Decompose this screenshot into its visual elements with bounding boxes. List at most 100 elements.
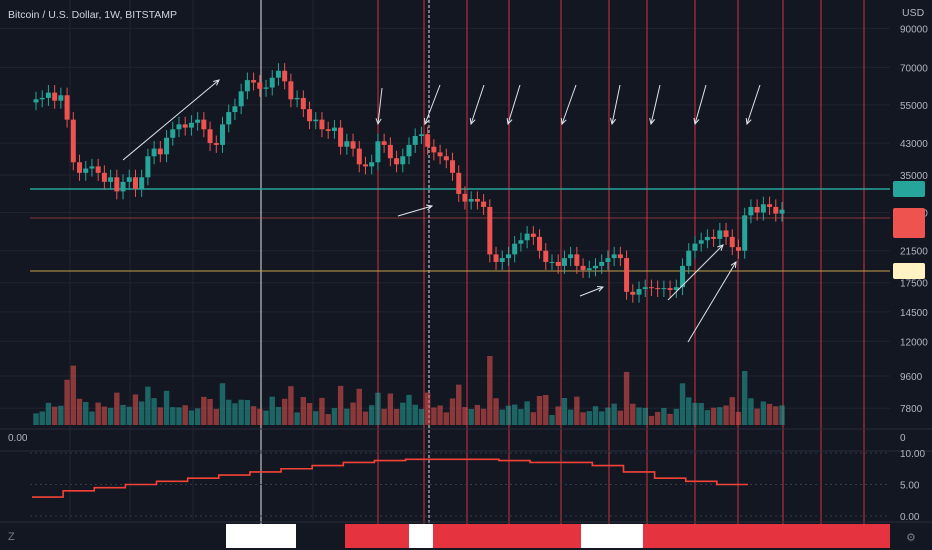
volume-bar [176, 407, 182, 425]
volume-bar [661, 407, 667, 425]
candle-body [257, 82, 263, 89]
volume-bar [456, 384, 462, 425]
price-tag-target [893, 181, 925, 197]
arrow-rate-rise [377, 87, 383, 125]
volume-bar [642, 407, 648, 425]
volume-bar [344, 408, 350, 425]
zoom-icon[interactable]: Z [8, 531, 15, 543]
volume-bar [51, 406, 58, 425]
volume-bar [319, 397, 325, 425]
candle-body [238, 91, 244, 107]
volume-bar [729, 397, 735, 425]
candle-body [711, 236, 717, 239]
volume-bar [163, 390, 170, 425]
volume-bar [387, 393, 394, 425]
candle-body [462, 193, 468, 202]
candle-body [220, 124, 225, 145]
candle-body [760, 204, 766, 213]
candles [33, 63, 785, 303]
price-tick: 43000 [900, 139, 928, 150]
time-marker-nov07 [581, 524, 643, 548]
candle-body [101, 172, 107, 182]
arrow-hike [694, 84, 707, 125]
volume-bar [120, 404, 126, 425]
candle-body [201, 119, 207, 130]
candle-body [52, 92, 58, 101]
volume-bar [369, 405, 375, 425]
volume-bar [138, 401, 145, 425]
arrow-hike-head [693, 118, 700, 126]
volume-bar [64, 379, 70, 425]
arrow-hike [611, 84, 621, 125]
volume-bar [474, 404, 481, 425]
candle-body [524, 233, 530, 241]
volume-bar [574, 396, 580, 425]
volume-bar [462, 407, 468, 425]
volume-bar [679, 383, 686, 425]
candle-body [182, 124, 188, 128]
volume-bar [424, 392, 431, 425]
settings-icon[interactable]: ⚙ [906, 532, 916, 544]
candle-body [773, 206, 779, 214]
volume-bar [337, 385, 344, 425]
volume-bar [543, 394, 549, 425]
volume-bar [300, 397, 307, 425]
candle-body [493, 254, 499, 262]
time-marker-jul25 [496, 524, 550, 548]
arrow-hike [650, 84, 661, 125]
price-tag-support [893, 263, 925, 279]
candle-body [132, 177, 138, 189]
volume-bar [95, 402, 101, 425]
price-tag-last-box [893, 208, 925, 238]
candle-body [555, 261, 561, 266]
volume-bar [518, 409, 524, 425]
volume-bar [281, 398, 288, 425]
volume-bar [493, 398, 499, 425]
volume-bar [748, 398, 754, 425]
price-tick: 7800 [900, 404, 923, 415]
candle-body [269, 77, 275, 88]
price-tick: 12000 [900, 337, 928, 348]
arrow-hike [561, 84, 577, 125]
candle-body [288, 81, 294, 100]
candle-body [300, 97, 306, 110]
time-marker-nov15 [226, 524, 296, 548]
candle-body [350, 141, 356, 149]
candle-body [686, 250, 692, 266]
volume-bar [350, 402, 356, 425]
candle-body [754, 206, 760, 213]
candle-body [698, 240, 704, 244]
candle-body [406, 144, 412, 157]
candle-body [381, 141, 387, 145]
candle-body [387, 144, 393, 159]
arrow-hike [424, 84, 441, 125]
candle-body [561, 258, 567, 266]
candle-body [680, 265, 686, 288]
volume-bar [636, 407, 642, 425]
arrow-ftx-head [596, 286, 605, 292]
candle-body [263, 87, 269, 89]
arrow-hike-head [745, 117, 752, 126]
volume-bar [617, 410, 624, 425]
candle-body [574, 254, 580, 266]
candle-body [139, 177, 145, 189]
candle-body [294, 97, 300, 100]
candle-body [394, 158, 400, 165]
arrow-luna [397, 205, 433, 217]
volume-bar [263, 410, 269, 425]
candle-body [530, 233, 536, 237]
volume-bar [375, 392, 381, 425]
candle-body [717, 230, 723, 239]
volume-bar [33, 413, 39, 425]
volume-bar [151, 398, 157, 425]
price-axis[interactable]: 9000070000550004300035000275002150017500… [893, 24, 928, 415]
volume-bar [431, 407, 437, 425]
volume-bar [549, 415, 555, 425]
time-axis[interactable] [0, 521, 932, 548]
volume-bar [412, 404, 418, 425]
price-tick: 21500 [900, 247, 928, 258]
price-tick: 90000 [900, 24, 928, 35]
indicator-tick: 5.00 [900, 481, 920, 492]
